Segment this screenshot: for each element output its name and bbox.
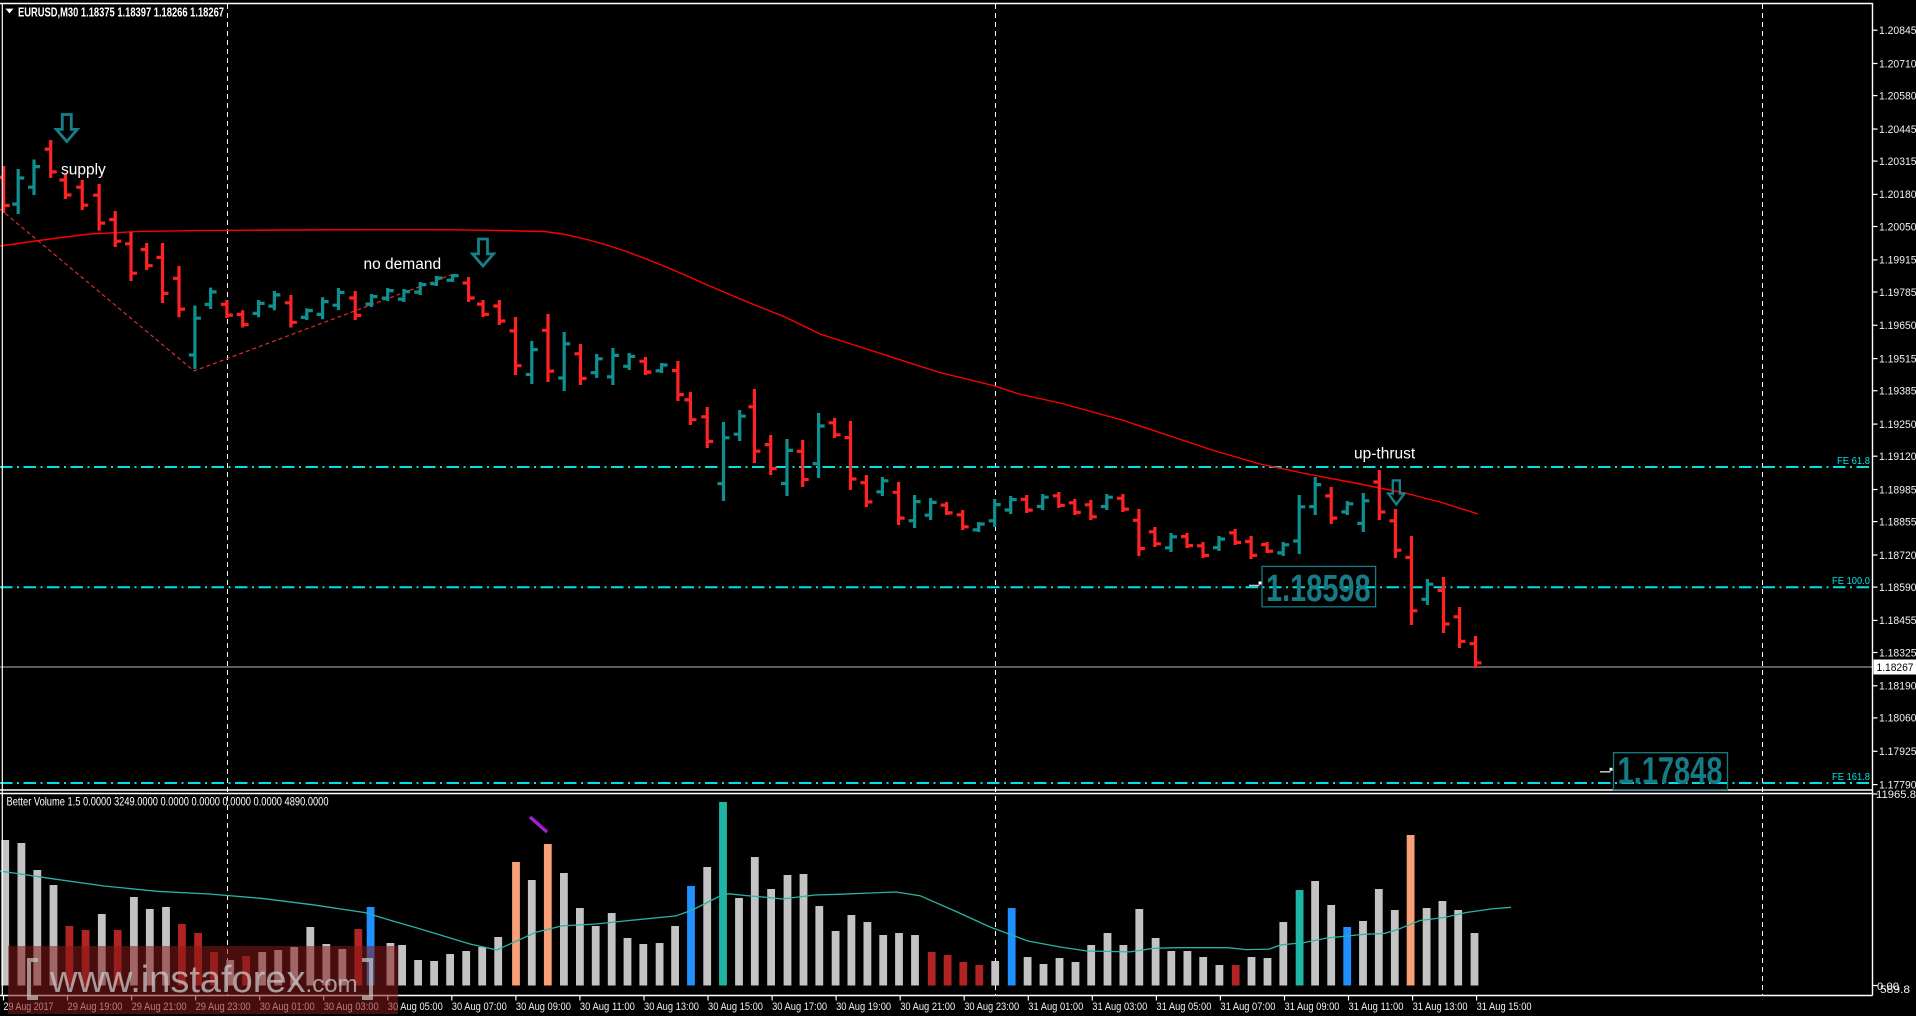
svg-text:supply: supply (61, 162, 106, 179)
svg-text:31 Aug 11:00: 31 Aug 11:00 (1349, 1001, 1404, 1013)
svg-text:1.18455: 1.18455 (1879, 615, 1916, 627)
svg-text:30 Aug 17:00: 30 Aug 17:00 (772, 1001, 827, 1013)
svg-text:30 Aug 21:00: 30 Aug 21:00 (900, 1001, 955, 1013)
svg-text:0.00: 0.00 (1877, 981, 1899, 993)
svg-text:30 Aug 15:00: 30 Aug 15:00 (708, 1001, 763, 1013)
svg-text:1.19120: 1.19120 (1879, 451, 1916, 463)
svg-text:11965.8: 11965.8 (1876, 789, 1916, 801)
svg-text:1.19250: 1.19250 (1879, 419, 1916, 431)
svg-text:1.19650: 1.19650 (1879, 320, 1916, 332)
svg-text:1.19385: 1.19385 (1879, 386, 1916, 398)
svg-text:1.19915: 1.19915 (1879, 255, 1916, 267)
svg-text:1.18985: 1.18985 (1879, 484, 1916, 496)
svg-text:31 Aug 13:00: 31 Aug 13:00 (1413, 1001, 1468, 1013)
svg-text:1.20315: 1.20315 (1879, 156, 1916, 168)
svg-text:1.17848: 1.17848 (1618, 751, 1723, 793)
svg-text:1.20710: 1.20710 (1879, 58, 1916, 70)
svg-text:1.17790: 1.17790 (1879, 779, 1916, 791)
svg-text:1.18598: 1.18598 (1266, 568, 1371, 610)
svg-text:1.17925: 1.17925 (1879, 746, 1916, 758)
svg-text:FE 161.8: FE 161.8 (1832, 772, 1870, 783)
svg-text:1.20580: 1.20580 (1879, 90, 1916, 102)
svg-text:31 Aug 07:00: 31 Aug 07:00 (1220, 1001, 1275, 1013)
svg-text:EURUSD,M30 1.18375 1.18397 1.: EURUSD,M30 1.18375 1.18397 1.18266 1.182… (18, 5, 224, 19)
svg-text:Better Volume 1.5 0.0000 3249.: Better Volume 1.5 0.0000 3249.0000 0.000… (7, 795, 329, 809)
svg-text:30 Aug 19:00: 30 Aug 19:00 (836, 1001, 891, 1013)
svg-text:31 Aug 05:00: 31 Aug 05:00 (1156, 1001, 1211, 1013)
svg-text:30 Aug 11:00: 30 Aug 11:00 (580, 1001, 635, 1013)
svg-text:FE 100.0: FE 100.0 (1832, 576, 1870, 587)
svg-text:1.20445: 1.20445 (1879, 124, 1916, 136)
svg-text:31 Aug 15:00: 31 Aug 15:00 (1477, 1001, 1532, 1013)
svg-text:up-thrust: up-thrust (1354, 446, 1416, 463)
svg-text:1.18190: 1.18190 (1879, 681, 1916, 693)
svg-text:1.19785: 1.19785 (1879, 287, 1916, 299)
svg-text:1.18267: 1.18267 (1877, 662, 1914, 674)
svg-text:31 Aug 09:00: 31 Aug 09:00 (1285, 1001, 1340, 1013)
svg-text:1.18590: 1.18590 (1879, 582, 1916, 594)
svg-text:30 Aug 23:00: 30 Aug 23:00 (964, 1001, 1019, 1013)
svg-text:1.20845: 1.20845 (1879, 25, 1916, 37)
svg-text:1.18855: 1.18855 (1879, 516, 1916, 528)
svg-text:1.19515: 1.19515 (1879, 353, 1916, 365)
svg-text:31 Aug 01:00: 31 Aug 01:00 (1028, 1001, 1083, 1013)
svg-text:30 Aug 09:00: 30 Aug 09:00 (516, 1001, 571, 1013)
svg-text:30 Aug 13:00: 30 Aug 13:00 (644, 1001, 699, 1013)
svg-text:no demand: no demand (364, 256, 442, 273)
svg-text:1.18060: 1.18060 (1879, 713, 1916, 725)
svg-text:31 Aug 03:00: 31 Aug 03:00 (1092, 1001, 1147, 1013)
svg-text:1.18720: 1.18720 (1879, 550, 1916, 562)
svg-text:1.20050: 1.20050 (1879, 221, 1916, 233)
svg-text:1.20180: 1.20180 (1879, 189, 1916, 201)
svg-text:30 Aug 05:00: 30 Aug 05:00 (388, 1001, 443, 1013)
svg-text:1.18325: 1.18325 (1879, 647, 1916, 659)
svg-text:30 Aug 07:00: 30 Aug 07:00 (452, 1001, 507, 1013)
svg-text:FE 61.8: FE 61.8 (1837, 456, 1870, 467)
svg-text:589.8: 589.8 (1880, 984, 1910, 996)
